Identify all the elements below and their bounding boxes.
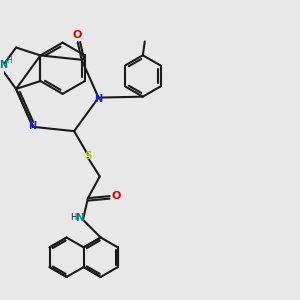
- Text: H: H: [6, 56, 12, 65]
- Text: O: O: [112, 191, 121, 201]
- Text: N: N: [76, 213, 84, 223]
- Text: O: O: [72, 30, 81, 40]
- Text: N: N: [28, 121, 36, 131]
- Text: N: N: [0, 60, 7, 70]
- Text: N: N: [94, 94, 103, 103]
- Text: S: S: [84, 151, 92, 161]
- Text: H: H: [70, 213, 76, 222]
